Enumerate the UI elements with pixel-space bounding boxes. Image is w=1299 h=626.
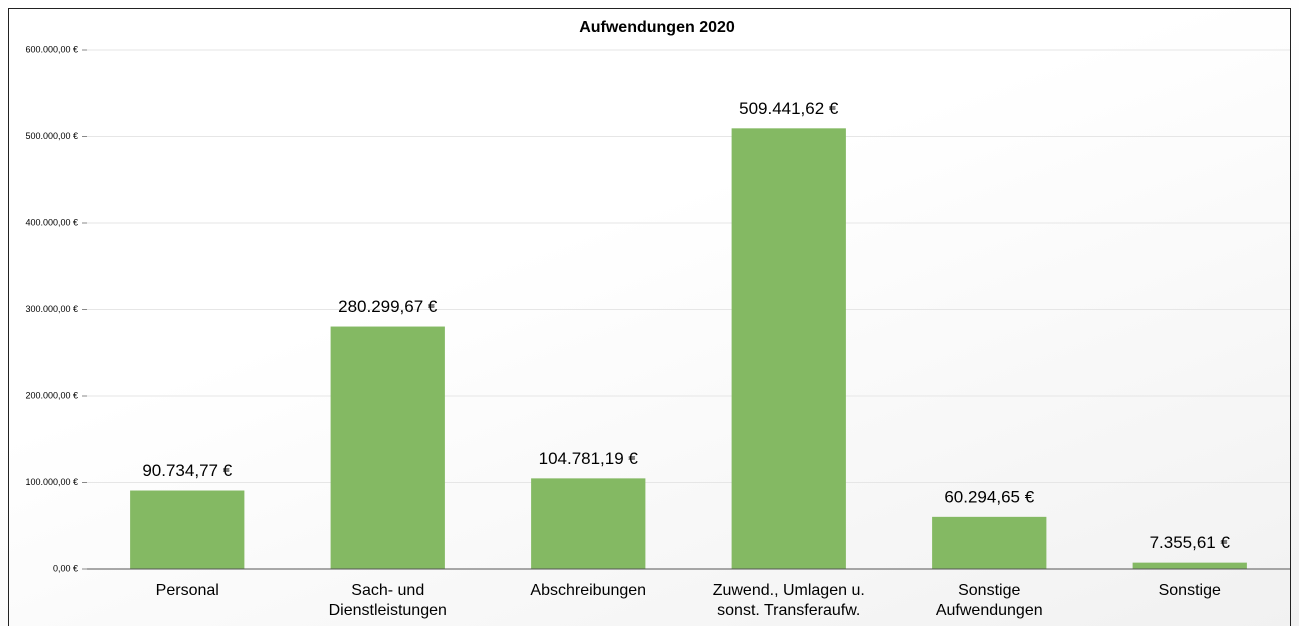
x-tick-label: Abschreibungen [530, 582, 647, 599]
x-tick-label: Sonstige Aufwendungen [935, 582, 1043, 619]
y-tick-label: 100.000,00 € [25, 477, 78, 487]
x-tick-label: Sonstige [1158, 582, 1221, 599]
y-tick-label: 600.000,00 € [25, 44, 78, 54]
value-label: 280.299,67 € [338, 297, 438, 316]
y-tick-label: 0,00 € [53, 563, 78, 573]
bar [330, 326, 445, 569]
x-tick-label: Sach- und Dienstleistungen [328, 582, 447, 619]
x-tick-label: Zuwend., Umlagen u. sonst. Transferaufw. [712, 582, 865, 619]
bar [1132, 562, 1247, 569]
bar [130, 490, 245, 569]
y-tick-label: 300.000,00 € [25, 304, 78, 314]
chart-title: Aufwendungen 2020 [579, 19, 735, 36]
value-label: 7.355,61 € [1150, 533, 1231, 552]
x-tick-label: Personal [155, 582, 219, 599]
value-label: 90.734,77 € [142, 461, 232, 480]
value-label: 104.781,19 € [539, 449, 639, 468]
y-tick-label: 400.000,00 € [25, 217, 78, 227]
y-tick-label: 500.000,00 € [25, 131, 78, 141]
value-label: 60.294,65 € [944, 487, 1034, 506]
y-tick-label: 200.000,00 € [25, 390, 78, 400]
bar [932, 516, 1047, 569]
bar [531, 478, 646, 569]
chart-border [8, 8, 1291, 626]
value-label: 509.441,62 € [739, 99, 839, 118]
bar [731, 128, 846, 569]
